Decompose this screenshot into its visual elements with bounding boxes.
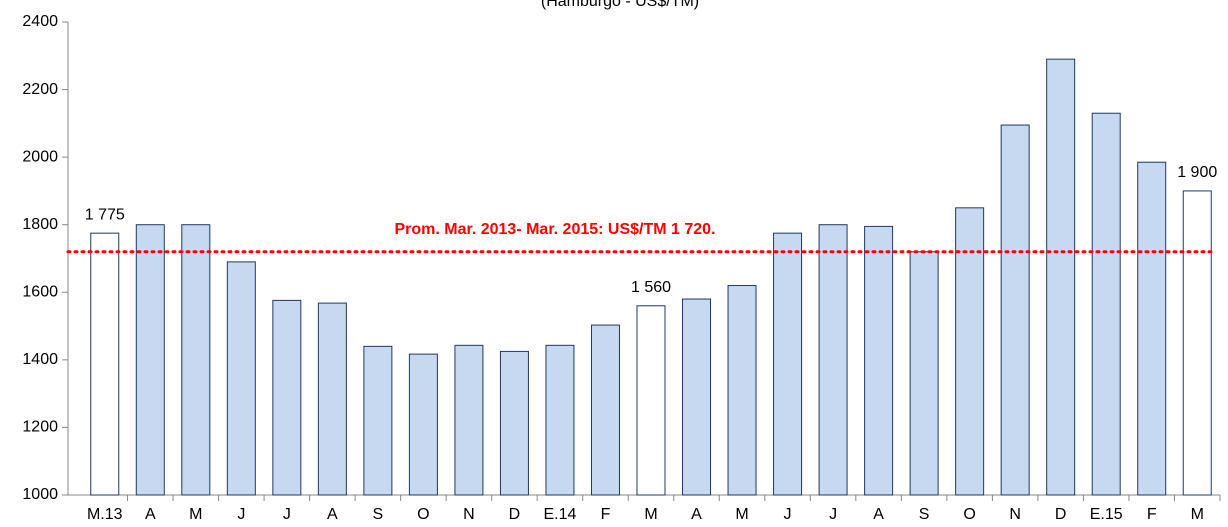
x-tick-label: M [644,506,657,523]
bar [727,285,757,496]
x-tick-label: F [601,506,611,523]
bar [1182,190,1212,496]
x-tick-label: O [963,506,975,523]
x-tick-label: M [189,506,202,523]
bar [1000,124,1030,496]
bar [636,305,666,496]
x-tick-label: J [784,506,792,523]
bar [818,224,848,496]
bar [1091,112,1121,496]
x-tick-label: A [691,506,702,523]
bar [773,232,803,496]
bar [590,324,620,496]
bar [682,298,712,496]
x-tick-label: S [919,506,930,523]
x-tick-label: E.15 [1090,506,1123,523]
x-tick-label: M [735,506,748,523]
x-tick-label: M.13 [87,506,123,523]
bar [454,344,484,496]
value-label: 1 775 [85,206,125,223]
bar [909,251,939,496]
bar [181,224,211,496]
x-tick-label: J [283,506,291,523]
x-tick-label: E.14 [543,506,576,523]
bar [317,302,347,496]
x-tick-label: A [327,506,338,523]
x-tick-label: D [1055,506,1067,523]
x-tick-label: J [237,506,245,523]
bar [545,344,575,496]
x-tick-label: J [829,506,837,523]
bar [90,232,120,496]
y-tick-label: 1400 [22,351,58,368]
y-tick-label: 1000 [22,486,58,503]
bar [135,224,165,496]
x-tick-label: F [1147,506,1157,523]
bar [272,299,302,496]
y-tick-label: 2200 [22,81,58,98]
bar [1137,161,1167,496]
y-tick-label: 1800 [22,216,58,233]
y-tick-label: 1600 [22,284,58,301]
y-tick-label: 2400 [22,13,58,30]
x-tick-label: O [417,506,429,523]
y-tick-label: 2000 [22,148,58,165]
bar [499,350,529,496]
x-tick-label: N [1009,506,1021,523]
x-tick-label: A [145,506,156,523]
bar [955,207,985,496]
bar [363,345,393,496]
y-tick-label: 1200 [22,419,58,436]
reference-label: Prom. Mar. 2013- Mar. 2015: US$/TM 1 720… [394,221,715,238]
value-label: 1 560 [631,279,671,296]
bar [226,261,256,496]
x-tick-label: M [1191,506,1204,523]
bar [864,225,894,496]
x-tick-label: S [373,506,384,523]
chart-subtitle: (Hamburgo - US$/TM) [541,0,699,10]
x-tick-label: A [873,506,884,523]
value-label: 1 900 [1177,164,1217,181]
bar [408,353,438,496]
bar [1046,58,1076,496]
x-tick-label: N [463,506,475,523]
x-tick-label: D [509,506,521,523]
